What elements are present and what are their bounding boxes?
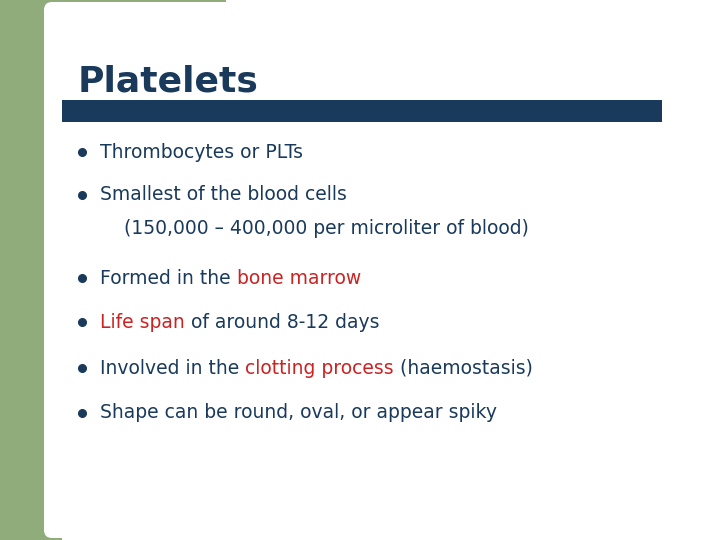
Text: bone marrow: bone marrow (237, 268, 361, 287)
Text: Shape can be round, oval, or appear spiky: Shape can be round, oval, or appear spik… (100, 403, 497, 422)
Bar (62, 100, 662, 122)
Text: (haemostasis): (haemostasis) (394, 359, 533, 377)
Text: Thrombocytes or PLTs: Thrombocytes or PLTs (100, 143, 303, 161)
Text: Life span: Life span (100, 313, 185, 332)
FancyBboxPatch shape (0, 0, 226, 121)
FancyBboxPatch shape (44, 2, 715, 538)
Text: of around 8-12 days: of around 8-12 days (185, 313, 379, 332)
Text: (150,000 – 400,000 per microliter of blood): (150,000 – 400,000 per microliter of blo… (100, 219, 529, 238)
Text: Smallest of the blood cells: Smallest of the blood cells (100, 186, 347, 205)
Text: Involved in the: Involved in the (100, 359, 246, 377)
Text: Formed in the: Formed in the (100, 268, 237, 287)
Bar (0, 0, 62, 540)
Text: clotting process: clotting process (246, 359, 394, 377)
Text: Platelets: Platelets (78, 65, 259, 99)
